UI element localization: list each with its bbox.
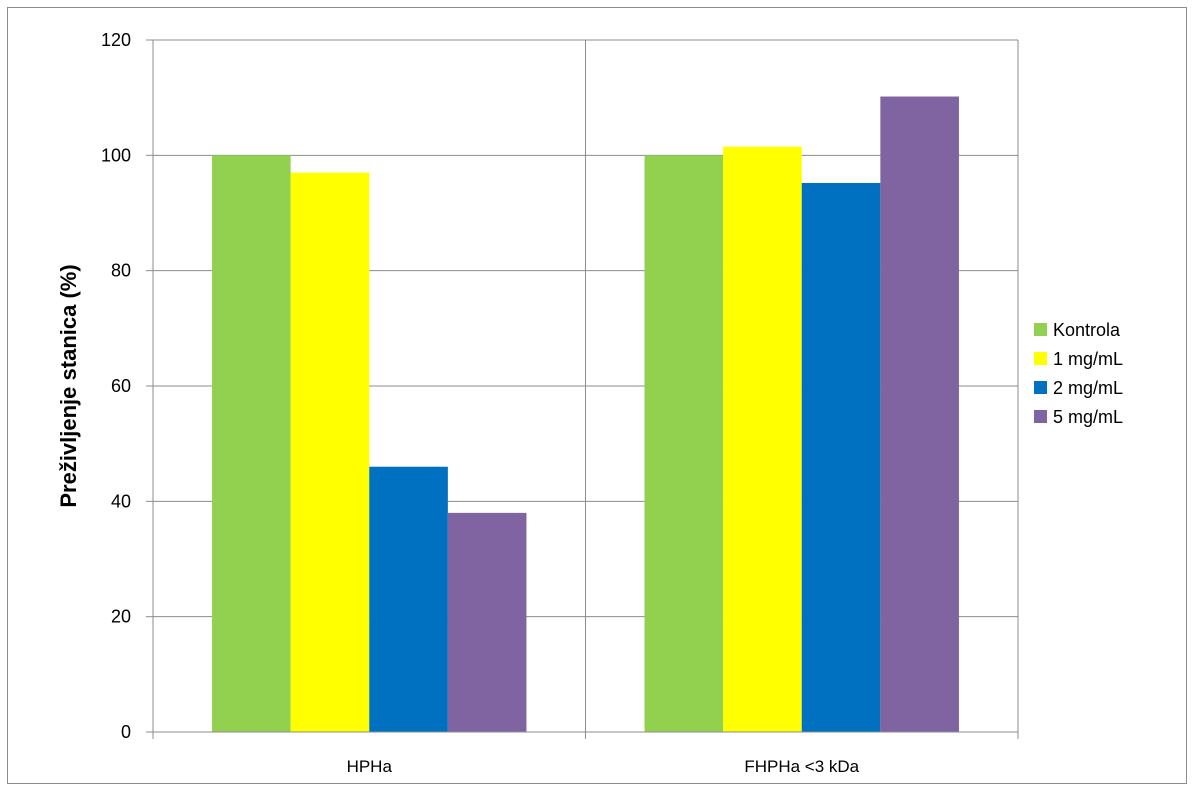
bar-kontrola-1 bbox=[644, 155, 724, 733]
legend-label: 2 mg/mL bbox=[1053, 378, 1123, 398]
axes bbox=[146, 39, 1019, 739]
y-tick-label: 40 bbox=[111, 491, 131, 511]
bar-5-mg-ml-0 bbox=[447, 512, 527, 732]
bar-5-mg-ml-1 bbox=[880, 96, 959, 733]
bar-kontrola-0 bbox=[212, 155, 291, 733]
bar-1-mg-ml-1 bbox=[723, 146, 802, 732]
y-tick-label: 20 bbox=[111, 607, 131, 627]
bars bbox=[212, 96, 959, 733]
y-tick-labels: 0 20 40 60 80 100 120 bbox=[101, 30, 131, 742]
y-tick-label: 60 bbox=[111, 376, 131, 396]
legend-label: 1 mg/mL bbox=[1053, 349, 1123, 369]
legend-swatch bbox=[1034, 410, 1047, 423]
x-category-label: FHPHa <3 kDa bbox=[744, 757, 859, 776]
legend-swatch bbox=[1034, 323, 1047, 336]
bar-2-mg-ml-0 bbox=[369, 466, 448, 732]
legend-label: Kontrola bbox=[1053, 320, 1121, 340]
legend-swatch bbox=[1034, 352, 1047, 365]
y-tick-label: 120 bbox=[101, 30, 131, 50]
legend-swatch bbox=[1034, 381, 1047, 394]
legend: Kontrola 1 mg/mL 2 mg/mL 5 mg/mL bbox=[1034, 320, 1123, 427]
y-tick-label: 100 bbox=[101, 145, 131, 165]
bar-1-mg-ml-0 bbox=[290, 172, 370, 733]
legend-label: 5 mg/mL bbox=[1053, 407, 1123, 427]
x-category-labels: HPHa FHPHa <3 kDa bbox=[347, 757, 860, 776]
y-tick-label: 80 bbox=[111, 261, 131, 281]
x-category-label: HPHa bbox=[347, 757, 393, 776]
y-tick-label: 0 bbox=[121, 722, 131, 742]
bar-2-mg-ml-1 bbox=[801, 183, 881, 733]
chart-frame bbox=[7, 7, 1187, 784]
y-axis-label: Preživljenje stanica (%) bbox=[56, 264, 81, 507]
